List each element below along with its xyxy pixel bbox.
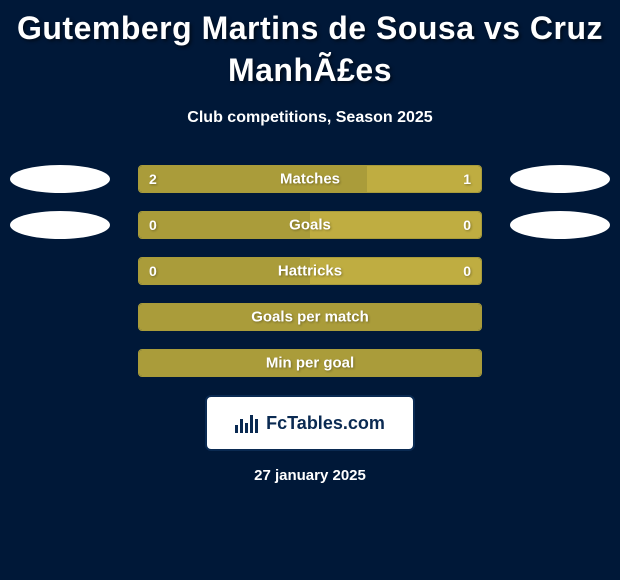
player-badge-left — [10, 165, 110, 193]
player-badge-left — [10, 211, 110, 239]
comparison-title: Gutemberg Martins de Sousa vs Cruz ManhÃ… — [10, 0, 610, 91]
badge-spacer — [10, 257, 110, 285]
stat-row-goals: 0 Goals 0 — [10, 211, 610, 239]
stats-area: 2 Matches 1 0 Goals 0 0 Hattri — [10, 165, 610, 377]
stat-value-right: 0 — [463, 263, 471, 279]
stat-label: Goals — [289, 217, 331, 234]
stat-value-left: 2 — [149, 171, 157, 187]
bar-segment-left — [139, 212, 310, 238]
stat-bar-gpm: Goals per match — [138, 303, 482, 331]
branding-box: FcTables.com — [205, 395, 415, 451]
stat-row-mpg: Min per goal — [10, 349, 610, 377]
badge-spacer — [510, 303, 610, 331]
badge-spacer — [510, 257, 610, 285]
stat-row-matches: 2 Matches 1 — [10, 165, 610, 193]
stat-label: Min per goal — [266, 355, 354, 372]
badge-spacer — [510, 349, 610, 377]
branding-text: FcTables.com — [266, 413, 385, 434]
chart-icon — [235, 413, 258, 433]
stat-value-left: 0 — [149, 263, 157, 279]
player-badge-right — [510, 211, 610, 239]
stat-bar-matches: 2 Matches 1 — [138, 165, 482, 193]
subtitle: Club competitions, Season 2025 — [10, 109, 610, 127]
stat-label: Matches — [280, 171, 340, 188]
stat-bar-goals: 0 Goals 0 — [138, 211, 482, 239]
stat-value-left: 0 — [149, 217, 157, 233]
stat-bar-hattricks: 0 Hattricks 0 — [138, 257, 482, 285]
stat-label: Hattricks — [278, 263, 342, 280]
date-text: 27 january 2025 — [10, 467, 610, 484]
badge-spacer — [10, 349, 110, 377]
badge-spacer — [10, 303, 110, 331]
stat-row-hattricks: 0 Hattricks 0 — [10, 257, 610, 285]
stat-row-gpm: Goals per match — [10, 303, 610, 331]
bar-segment-right — [310, 212, 481, 238]
stat-bar-mpg: Min per goal — [138, 349, 482, 377]
stat-value-right: 1 — [463, 171, 471, 187]
stat-value-right: 0 — [463, 217, 471, 233]
main-container: Gutemberg Martins de Sousa vs Cruz ManhÃ… — [0, 0, 620, 484]
player-badge-right — [510, 165, 610, 193]
stat-label: Goals per match — [251, 309, 369, 326]
